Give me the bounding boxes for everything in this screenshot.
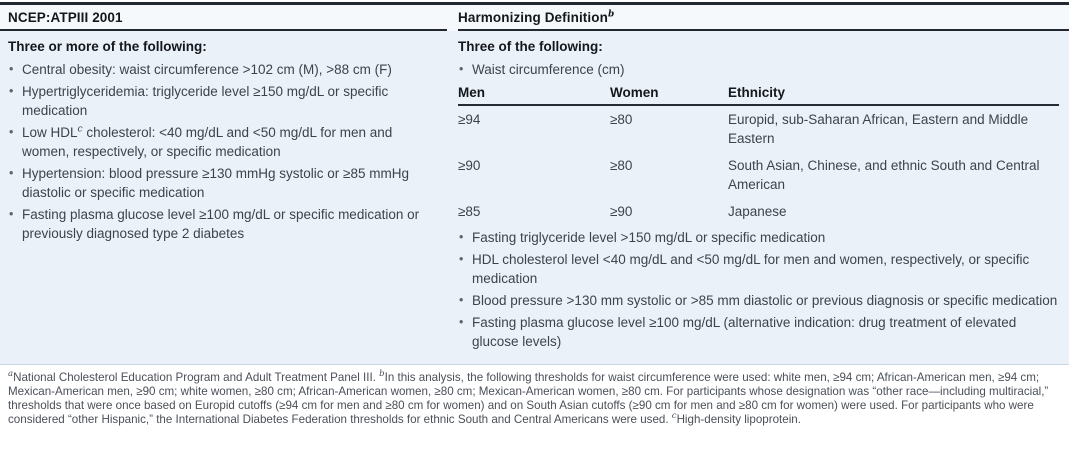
list-item: • Fasting plasma glucose level ≥100 mg/d… — [8, 205, 439, 243]
criterion-text: Fasting plasma glucose level ≥100 mg/dL … — [22, 205, 439, 243]
subtable-header-women: Women — [610, 85, 659, 100]
bullet-icon: • — [459, 252, 464, 266]
table-row: ≥90 ≥80 South Asian, Chinese, and ethnic… — [458, 152, 1059, 198]
list-item: • Fasting triglyceride level >150 mg/dL … — [458, 228, 1059, 247]
bullet-icon: • — [459, 62, 464, 76]
list-item: • Hypertriglyceridemia: triglyceride lev… — [8, 82, 439, 120]
criterion-text: Fasting triglyceride level >150 mg/dL or… — [472, 228, 1059, 247]
column-gutter — [447, 33, 458, 354]
footnote-b: bIn this analysis, the following thresho… — [8, 369, 1049, 426]
subtable-header-men: Men — [458, 85, 485, 100]
footnote-marker-a: a — [8, 369, 14, 380]
criterion-text: Hypertriglyceridemia: triglyceride level… — [22, 82, 439, 120]
table-body: Three or more of the following: • Centra… — [0, 31, 1069, 364]
criterion-text: Waist circumference (cm) — [472, 62, 625, 77]
bullet-icon: • — [9, 125, 14, 139]
footnote-c-reference: c — [77, 124, 83, 135]
criterion-text: Central obesity: waist circumference >10… — [22, 60, 439, 79]
criterion-text-pre: Fasting plasma glucose level ≥100 mg/dL … — [472, 315, 1017, 349]
criterion-text-pre: HDL cholesterol level <40 mg/dL and <50 … — [472, 252, 1030, 286]
harmonizing-criteria-list: • Fasting triglyceride level >150 mg/dL … — [458, 228, 1059, 351]
ethnicity-value: South Asian, Chinese, and ethnic South a… — [728, 158, 1040, 192]
definitions-table: NCEP:ATPIII 2001 Harmonizing Definitionb… — [0, 2, 1069, 365]
criterion-text: HDL cholesterol level <40 mg/dL and <50 … — [472, 250, 1059, 288]
criterion-text: Blood pressure >130 mm systolic or >85 m… — [472, 291, 1059, 310]
waist-circumference-subtable: Men Women Ethnicity ≥94 ≥80 Europid, sub… — [458, 82, 1059, 225]
footnote-marker-c: c — [671, 410, 677, 421]
men-threshold: ≥85 — [458, 204, 481, 219]
bullet-icon: • — [459, 230, 464, 244]
men-threshold: ≥90 — [458, 158, 481, 173]
list-item: • Low HDLc cholesterol: <40 mg/dL and <5… — [8, 123, 439, 161]
column-header-harmonizing: Harmonizing Definitionb — [458, 5, 1069, 31]
bullet-icon: • — [459, 293, 464, 307]
footnote-a: aNational Cholesterol Education Program … — [8, 369, 380, 384]
subtable-header-row: Men Women Ethnicity — [458, 82, 1059, 106]
criterion-text-pre: Central obesity: waist circumference >10… — [22, 62, 392, 77]
women-threshold: ≥90 — [610, 204, 633, 219]
table-row: ≥94 ≥80 Europid, sub-Saharan African, Ea… — [458, 106, 1059, 152]
harmonizing-header-text: Harmonizing Definition — [458, 10, 608, 25]
list-item: • Waist circumference (cm) — [458, 60, 1059, 79]
list-item: • Central obesity: waist circumference >… — [8, 60, 439, 79]
harmonizing-intro: Three of the following: — [458, 39, 603, 54]
list-item: • Blood pressure >130 mm systolic or >85… — [458, 291, 1059, 310]
criterion-text-pre: Low HDL — [22, 125, 78, 140]
criterion-text: Low HDLc cholesterol: <40 mg/dL and <50 … — [22, 123, 439, 161]
harmonizing-column: Three of the following: • Waist circumfe… — [458, 33, 1069, 354]
footnote-c: cHigh-density lipoprotein. — [671, 410, 801, 426]
ncep-intro: Three or more of the following: — [8, 39, 207, 54]
bullet-icon: • — [9, 207, 14, 221]
list-item: • Hypertension: blood pressure ≥130 mmHg… — [8, 164, 439, 202]
list-item: • HDL cholesterol level <40 mg/dL and <5… — [458, 250, 1059, 288]
criterion-text: Fasting plasma glucose level ≥100 mg/dL … — [472, 313, 1059, 351]
footnote-a-text: National Cholesterol Education Program a… — [13, 371, 380, 384]
list-item: • Fasting plasma glucose level ≥100 mg/d… — [458, 313, 1059, 351]
women-threshold: ≥80 — [610, 112, 633, 127]
criterion-text: Hypertension: blood pressure ≥130 mmHg s… — [22, 164, 439, 202]
criterion-text-post: cholesterol: <40 mg/dL and <50 mg/dL for… — [22, 125, 393, 159]
bullet-icon: • — [9, 166, 14, 180]
table-row: ≥85 ≥90 Japanese — [458, 198, 1059, 225]
women-threshold: ≥80 — [610, 158, 633, 173]
ethnicity-value: Japanese — [728, 204, 787, 219]
footnote-b-reference: b — [607, 9, 615, 20]
harmonizing-waist-list: • Waist circumference (cm) — [458, 60, 1059, 79]
header-gutter — [447, 5, 458, 31]
subtable-header-ethnicity: Ethnicity — [728, 85, 786, 100]
ncep-column: Three or more of the following: • Centra… — [0, 33, 447, 354]
men-threshold: ≥94 — [458, 112, 481, 127]
criterion-text-pre: Hypertriglyceridemia: triglyceride level… — [22, 84, 389, 118]
criterion-text-pre: Fasting triglyceride level >150 mg/dL or… — [472, 230, 826, 245]
footnote-c-text: High-density lipoprotein. — [676, 412, 801, 426]
footnotes: aNational Cholesterol Education Program … — [0, 365, 1069, 427]
criterion-text-pre: Fasting plasma glucose level ≥100 mg/dL … — [22, 207, 420, 241]
criterion-text-pre: Hypertension: blood pressure ≥130 mmHg s… — [22, 166, 409, 200]
table-header-row: NCEP:ATPIII 2001 Harmonizing Definitionb — [0, 5, 1069, 31]
footnote-b-text: In this analysis, the following threshol… — [8, 371, 1049, 426]
bullet-icon: • — [9, 62, 14, 76]
bullet-icon: • — [9, 84, 14, 98]
column-header-ncep: NCEP:ATPIII 2001 — [0, 5, 447, 31]
criterion-text-pre: Blood pressure >130 mm systolic or >85 m… — [472, 293, 1058, 308]
ncep-criteria-list: • Central obesity: waist circumference >… — [8, 60, 439, 243]
footnote-marker-b: b — [379, 369, 385, 380]
ethnicity-value: Europid, sub-Saharan African, Eastern an… — [728, 112, 1029, 146]
bullet-icon: • — [459, 315, 464, 329]
